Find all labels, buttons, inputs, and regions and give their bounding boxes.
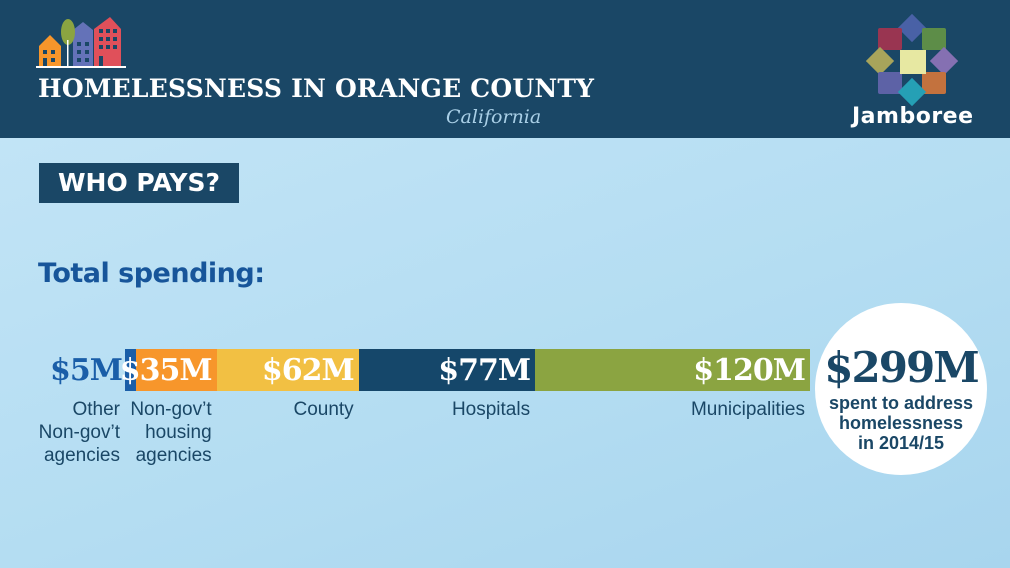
section-label: WHO PAYS? (39, 163, 239, 203)
chart-heading: Total spending: (38, 258, 265, 289)
bar-segment (535, 349, 810, 391)
bar-value-label: $77M (438, 353, 531, 388)
total-circle: $299M spent to address homelessness in 2… (815, 303, 987, 475)
bar-category-label: Hospitals (452, 398, 530, 421)
page-subtitle: California (446, 106, 542, 128)
category-label-line: Municipalities (690, 399, 805, 420)
category-label-line: Hospitals (451, 399, 531, 420)
bar-segment (358, 349, 536, 391)
bar-value-label: $5M (50, 353, 123, 388)
header: HOMELESSNESS IN ORANGE COUNTY California… (0, 0, 1010, 138)
bar-segment (136, 349, 217, 391)
total-caption: spent to address homelessness in 2014/15 (815, 393, 987, 453)
category-label-line: Non-gov’t (38, 422, 120, 443)
page-title: HOMELESSNESS IN ORANGE COUNTY (38, 74, 595, 103)
bar-category-label: County (293, 398, 353, 421)
category-label-line: Non-gov’t (130, 399, 212, 420)
total-value: $299M (824, 343, 979, 392)
category-label-line: agencies (43, 445, 120, 466)
total-caption-line: homelessness (838, 413, 964, 433)
bar-value-label: $120M (693, 353, 806, 388)
houses-logo-icon (36, 17, 126, 68)
bar-category-label: Other Non-gov’t agencies (39, 398, 120, 467)
bar-value-label: $35M (119, 353, 213, 388)
bar-category-label: Municipalities (691, 398, 805, 421)
bar-segment (125, 349, 137, 391)
category-label-line: agencies (135, 445, 212, 466)
total-caption-line: spent to address (828, 393, 974, 413)
bar-category-label: Non-gov’t housing agencies (130, 398, 211, 467)
category-label-line: County (293, 399, 354, 420)
bar-segment (216, 349, 359, 391)
bar-value-label: $62M (261, 353, 355, 388)
category-label-line: housing (145, 422, 212, 443)
jamboree-flower-logo-icon (866, 14, 958, 106)
total-caption-line: in 2014/15 (857, 433, 945, 453)
brand-name: Jamboree (852, 104, 974, 129)
category-label-line: Other (72, 399, 120, 420)
